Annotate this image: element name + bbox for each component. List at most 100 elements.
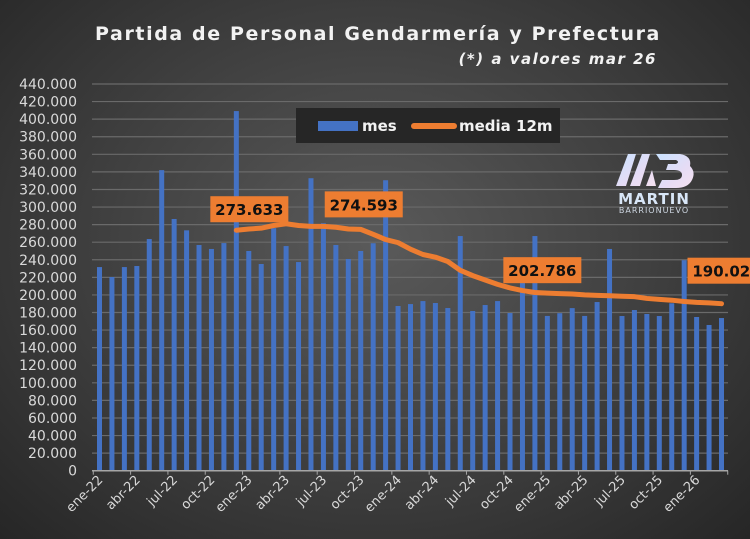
bar xyxy=(420,301,426,471)
bar xyxy=(457,236,463,471)
media-12m-line xyxy=(233,221,724,307)
bar xyxy=(656,316,662,471)
y-tick-label: 400.000 xyxy=(19,112,77,128)
logo-name: MARTIN xyxy=(618,190,690,208)
y-tick-label: 260.000 xyxy=(19,235,77,251)
x-tick-label: ene-23 xyxy=(213,473,256,516)
bar xyxy=(184,230,190,471)
bar xyxy=(283,246,289,471)
data-labels: 273.633 274.593 202.786 190.026 xyxy=(210,191,750,284)
data-label-box xyxy=(503,257,582,284)
line-series xyxy=(233,221,724,307)
chart-subtitle: (*) a valores mar 26 xyxy=(459,50,657,68)
y-tick-label: 180.000 xyxy=(19,306,77,322)
bar xyxy=(445,308,451,471)
bar xyxy=(408,304,413,471)
x-tick-label: ene-25 xyxy=(511,473,554,516)
bar xyxy=(271,228,277,471)
bar xyxy=(669,303,675,471)
data-label-text: 273.633 xyxy=(215,201,283,219)
y-tick-label: 280.000 xyxy=(19,218,77,234)
bar xyxy=(631,310,637,471)
bar xyxy=(532,236,538,471)
y-tick-label: 200.000 xyxy=(19,288,77,304)
chart-title: Partida de Personal Gendarmería y Prefec… xyxy=(95,23,661,45)
data-label-box xyxy=(687,257,750,284)
legend-label-media: media 12m xyxy=(459,117,553,135)
y-tick-label: 240.000 xyxy=(19,253,77,269)
bar xyxy=(159,170,165,471)
x-tick-label: oct-22 xyxy=(178,473,218,513)
y-tick-label: 300.000 xyxy=(19,200,77,216)
x-tick-label: abr-24 xyxy=(402,473,442,513)
y-axis: 020.00040.00060.00080.000100.000120.0001… xyxy=(19,77,77,480)
bar xyxy=(495,301,501,471)
x-tick-label: abr-22 xyxy=(103,473,143,513)
bar xyxy=(432,303,438,471)
bar xyxy=(109,276,115,471)
x-tick-label: jul-22 xyxy=(144,473,181,510)
data-label: 273.633 xyxy=(210,196,289,223)
bar xyxy=(246,250,252,471)
y-tick-label: 40.000 xyxy=(28,429,77,445)
bar xyxy=(557,313,563,471)
bar xyxy=(221,243,227,471)
bar xyxy=(171,218,177,471)
logo: MARTIN BARRIONUEVO xyxy=(616,154,694,215)
bar xyxy=(196,245,202,471)
logo-m-mark xyxy=(616,154,656,186)
y-tick-label: 80.000 xyxy=(28,393,77,409)
x-tick-label: jul-24 xyxy=(442,473,479,510)
bar xyxy=(296,262,302,471)
y-tick-label: 380.000 xyxy=(19,130,77,146)
bar xyxy=(208,248,214,471)
y-tick-label: 60.000 xyxy=(28,411,77,427)
bar xyxy=(619,316,625,471)
data-label-text: 274.593 xyxy=(330,196,398,214)
data-label-box xyxy=(324,191,403,218)
x-tick-label: jul-23 xyxy=(293,473,330,510)
x-tick-label: oct-24 xyxy=(477,473,517,513)
legend: mes media 12m xyxy=(296,108,560,143)
bar xyxy=(358,250,364,471)
bar xyxy=(582,315,588,471)
bar xyxy=(146,239,152,471)
x-tick-label: ene-26 xyxy=(661,473,704,516)
bar xyxy=(233,111,239,471)
bar xyxy=(470,311,476,471)
bar xyxy=(507,313,513,471)
y-tick-label: 340.000 xyxy=(19,165,77,181)
y-tick-label: 420.000 xyxy=(19,95,77,111)
y-tick-label: 360.000 xyxy=(19,147,77,163)
data-label: 274.593 xyxy=(324,191,403,218)
x-tick-label: jul-25 xyxy=(592,473,629,510)
data-label-text: 202.786 xyxy=(508,262,576,280)
x-tick-label: oct-23 xyxy=(328,473,368,513)
bar xyxy=(594,302,600,471)
legend-label-mes: mes xyxy=(362,117,397,135)
bar xyxy=(97,267,102,471)
bar xyxy=(333,245,339,471)
bar xyxy=(345,258,351,471)
x-tick-label: abr-23 xyxy=(253,473,293,513)
data-label-text: 190.026 xyxy=(692,263,750,281)
bar xyxy=(644,313,650,471)
x-tick-label: oct-25 xyxy=(626,473,666,513)
bar xyxy=(719,318,724,471)
y-tick-label: 120.000 xyxy=(19,358,77,374)
bar xyxy=(134,266,140,471)
bar xyxy=(121,267,127,471)
y-tick-label: 160.000 xyxy=(19,323,77,339)
y-tick-label: 440.000 xyxy=(19,77,77,93)
bar xyxy=(395,306,401,471)
bar xyxy=(706,324,712,471)
y-tick-label: 0 xyxy=(68,464,77,480)
data-label-box xyxy=(210,196,289,223)
legend-swatch-mes xyxy=(318,121,358,131)
logo-surname: BARRIONUEVO xyxy=(619,206,689,215)
bar xyxy=(482,305,488,471)
bar-series xyxy=(97,111,724,471)
